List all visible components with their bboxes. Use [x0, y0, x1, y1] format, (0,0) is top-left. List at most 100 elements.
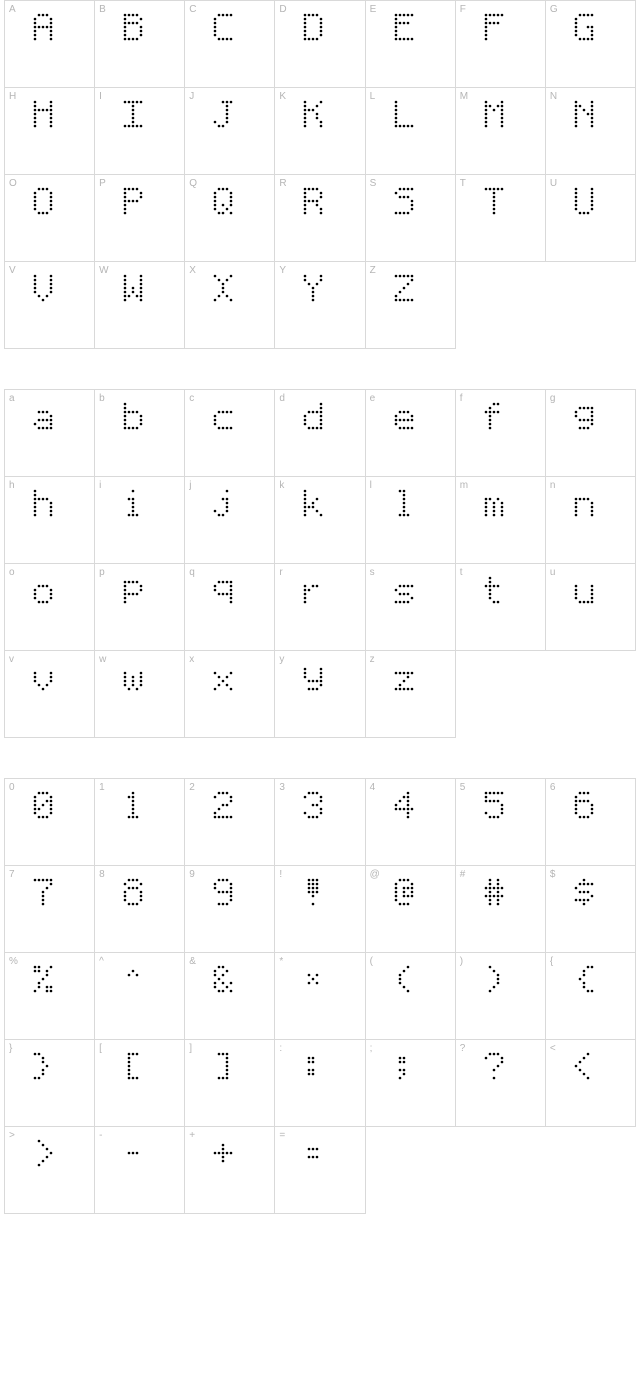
glyph-* [303, 965, 325, 995]
cell-label: ! [279, 869, 282, 880]
cell-label: 0 [9, 782, 15, 793]
glyph-g [574, 402, 596, 432]
glyph-cell: h [5, 477, 95, 564]
cell-label: e [370, 393, 376, 404]
glyph-cell: Y [275, 262, 365, 349]
cell-label: { [550, 956, 553, 967]
glyph-cell: o [5, 564, 95, 651]
glyph-cell: r [275, 564, 365, 651]
cell-label: i [99, 480, 101, 491]
glyph-cell: ( [366, 953, 456, 1040]
glyph-U [574, 187, 596, 217]
glyph-cell: y [275, 651, 365, 738]
glyph-cell: l [366, 477, 456, 564]
glyph-cell: + [185, 1127, 275, 1214]
glyph-1 [123, 791, 145, 821]
glyph-l [394, 489, 416, 519]
cell-label: V [9, 265, 16, 276]
glyph-: [303, 1052, 325, 1082]
cell-label: x [189, 654, 194, 665]
glyph-p [123, 576, 145, 606]
cell-label: P [99, 178, 106, 189]
glyph-cell: [ [95, 1040, 185, 1127]
glyph-cell: g [546, 390, 636, 477]
cell-label: M [460, 91, 468, 102]
glyph-Z [394, 274, 416, 304]
cell-label: a [9, 393, 15, 404]
glyph-cell: ? [456, 1040, 546, 1127]
glyph-> [33, 1139, 55, 1169]
glyph-C [213, 13, 235, 43]
glyph-G [574, 13, 596, 43]
glyph-cell: p [95, 564, 185, 651]
glyph-cell: 0 [5, 779, 95, 866]
glyph-7 [33, 878, 55, 908]
glyph-cell: H [5, 88, 95, 175]
cell-label: z [370, 654, 375, 665]
glyph-cell: d [275, 390, 365, 477]
cell-label: d [279, 393, 285, 404]
glyph-V [33, 274, 55, 304]
glyph-cell: * [275, 953, 365, 1040]
cell-label: h [9, 480, 15, 491]
cell-label: > [9, 1130, 15, 1141]
glyph-B [123, 13, 145, 43]
glyph-cell: # [456, 866, 546, 953]
glyph-cell: @ [366, 866, 456, 953]
cell-label: p [99, 567, 105, 578]
cell-label: ) [460, 956, 463, 967]
glyph-c [213, 402, 235, 432]
glyph-cell: P [95, 175, 185, 262]
cell-label: Y [279, 265, 286, 276]
glyph-T [484, 187, 506, 217]
glyph-cell: 1 [95, 779, 185, 866]
glyph-% [33, 965, 55, 995]
glyph-v [33, 663, 55, 693]
glyph-cell: k [275, 477, 365, 564]
cell-label: v [9, 654, 14, 665]
cell-label: S [370, 178, 377, 189]
glyph-j [213, 489, 235, 519]
glyph-cell: i [95, 477, 185, 564]
cell-label: t [460, 567, 463, 578]
glyph-cell: K [275, 88, 365, 175]
glyph-cell: C [185, 1, 275, 88]
glyph-cell: m [456, 477, 546, 564]
glyph-cell: D [275, 1, 365, 88]
glyph-cell: 6 [546, 779, 636, 866]
glyph-cell: f [456, 390, 546, 477]
cell-label: Q [189, 178, 197, 189]
glyph-d [303, 402, 325, 432]
glyph-L [394, 100, 416, 130]
cell-label: 5 [460, 782, 466, 793]
cell-label: L [370, 91, 376, 102]
cell-label: f [460, 393, 463, 404]
glyph-+ [213, 1139, 235, 1169]
glyph-cell: Q [185, 175, 275, 262]
glyph-m [484, 489, 506, 519]
cell-label: k [279, 480, 284, 491]
glyph-# [484, 878, 506, 908]
cell-label: u [550, 567, 556, 578]
glyph-r [303, 576, 325, 606]
cell-label: g [550, 393, 556, 404]
glyph-Y [303, 274, 325, 304]
glyph-cell: $ [546, 866, 636, 953]
cell-label: r [279, 567, 282, 578]
cell-label: R [279, 178, 286, 189]
glyph-o [33, 576, 55, 606]
glyph-t [484, 576, 506, 606]
section-lowercase: abcdefghijklmnopqrstuvwxyz [4, 389, 636, 738]
cell-label: G [550, 4, 558, 15]
cell-label: Z [370, 265, 376, 276]
cell-label: + [189, 1130, 195, 1141]
cell-label: F [460, 4, 466, 15]
glyph-! [303, 878, 325, 908]
glyph-O [33, 187, 55, 217]
glyph-cell: O [5, 175, 95, 262]
glyph-D [303, 13, 325, 43]
glyph-cell: B [95, 1, 185, 88]
glyph-u [574, 576, 596, 606]
cell-label: B [99, 4, 106, 15]
cell-label: A [9, 4, 16, 15]
